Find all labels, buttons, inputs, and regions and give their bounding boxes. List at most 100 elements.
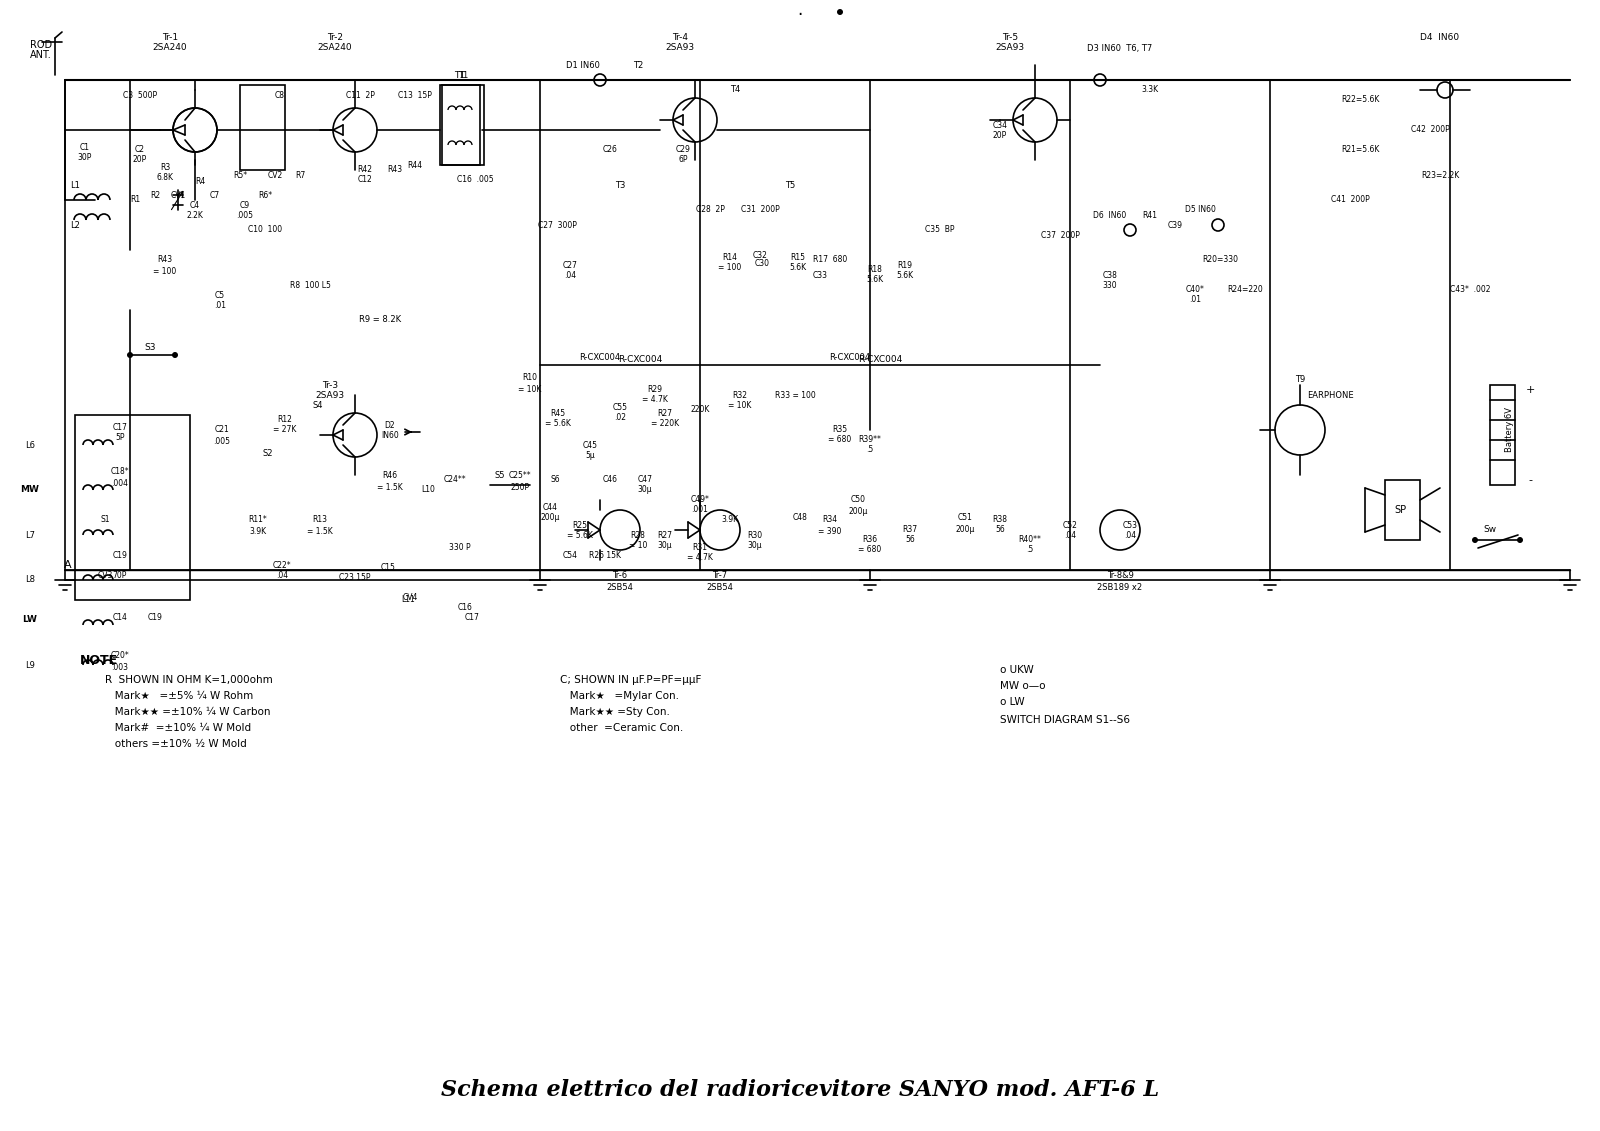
Text: C43*  .002: C43* .002 — [1450, 285, 1490, 294]
Text: T3: T3 — [614, 181, 626, 190]
Text: R27: R27 — [658, 408, 672, 417]
Text: C55: C55 — [613, 404, 627, 413]
Text: R46: R46 — [382, 470, 397, 480]
Text: C32: C32 — [752, 250, 768, 259]
Text: C12: C12 — [358, 175, 373, 184]
Text: C40*: C40* — [1186, 285, 1205, 294]
Text: C20*: C20* — [110, 650, 130, 659]
Text: R37: R37 — [902, 526, 917, 535]
Text: Schema elettrico del radioricevitore SANYO mod. AFT-6 L: Schema elettrico del radioricevitore SAN… — [442, 1079, 1158, 1100]
Circle shape — [173, 352, 178, 359]
Text: .04: .04 — [563, 270, 576, 279]
Text: R-CXC004: R-CXC004 — [858, 355, 902, 364]
Text: C19: C19 — [147, 613, 163, 622]
Text: R39**: R39** — [859, 435, 882, 444]
Text: Tr-4: Tr-4 — [672, 34, 688, 43]
Text: 2SB189 x2: 2SB189 x2 — [1098, 582, 1142, 592]
Text: S2: S2 — [262, 449, 274, 458]
Text: C26: C26 — [603, 146, 618, 155]
Text: C44: C44 — [542, 503, 557, 512]
Text: R-CXC004: R-CXC004 — [579, 354, 621, 363]
Text: C22*: C22* — [272, 561, 291, 570]
Text: C7: C7 — [210, 190, 221, 199]
Bar — [442, 85, 483, 165]
Text: R41: R41 — [1142, 210, 1157, 219]
Text: R44: R44 — [408, 161, 422, 170]
Text: 2.2K: 2.2K — [187, 210, 203, 219]
Text: .005: .005 — [237, 210, 253, 219]
Text: S5: S5 — [494, 470, 506, 480]
Text: EARPHONE: EARPHONE — [1307, 390, 1354, 399]
Text: C29: C29 — [675, 146, 691, 155]
Text: 30P: 30P — [78, 154, 93, 163]
Text: .5: .5 — [866, 446, 874, 455]
Text: NOTE: NOTE — [80, 654, 118, 666]
Text: o LW: o LW — [1000, 697, 1024, 707]
Text: Tr-3: Tr-3 — [322, 380, 338, 389]
Text: C31  200P: C31 200P — [741, 206, 779, 215]
Text: 3.3K: 3.3K — [1141, 86, 1158, 95]
Text: R  SHOWN IN OHM K=1,000ohm: R SHOWN IN OHM K=1,000ohm — [106, 675, 272, 685]
Text: R40**: R40** — [1019, 535, 1042, 544]
Text: C48: C48 — [792, 513, 808, 523]
Bar — [240, 85, 285, 170]
Text: C47: C47 — [637, 475, 653, 484]
Text: Mark★★ =Sty Con.: Mark★★ =Sty Con. — [560, 707, 670, 717]
Text: = 4.7K: = 4.7K — [686, 553, 714, 562]
Text: L1: L1 — [70, 181, 80, 190]
Text: C19: C19 — [112, 551, 128, 560]
Text: T2: T2 — [634, 60, 643, 69]
Text: 5μ: 5μ — [586, 450, 595, 459]
Text: 5P: 5P — [115, 433, 125, 442]
Text: C54: C54 — [563, 551, 578, 560]
Text: 2SA240: 2SA240 — [152, 43, 187, 52]
Text: C4: C4 — [190, 200, 200, 209]
Text: Mark★★ =±10% ¼ W Carbon: Mark★★ =±10% ¼ W Carbon — [106, 707, 270, 717]
Text: L8: L8 — [26, 576, 35, 585]
Text: 56: 56 — [906, 535, 915, 544]
Text: R42: R42 — [357, 165, 373, 174]
Text: C45: C45 — [582, 440, 597, 449]
Text: T1: T1 — [454, 70, 466, 79]
Text: D4  IN60: D4 IN60 — [1421, 34, 1459, 43]
Text: IN60: IN60 — [381, 431, 398, 440]
Text: 20P: 20P — [994, 130, 1006, 139]
Text: ANT.: ANT. — [30, 50, 51, 60]
Text: R29: R29 — [648, 386, 662, 395]
Text: R2: R2 — [150, 190, 160, 199]
Text: R5*: R5* — [234, 171, 246, 180]
Text: D5 IN60: D5 IN60 — [1184, 206, 1216, 215]
Text: C2: C2 — [134, 146, 146, 155]
Text: R19: R19 — [898, 260, 912, 269]
Text: .01: .01 — [214, 301, 226, 310]
Text: .001: .001 — [691, 506, 709, 515]
Text: R21=5.6K: R21=5.6K — [1341, 146, 1379, 155]
Text: C27: C27 — [563, 260, 578, 269]
Text: C49*: C49* — [691, 495, 709, 504]
Text: 200μ: 200μ — [955, 526, 974, 535]
Text: .02: .02 — [614, 414, 626, 423]
Text: D3 IN60  T6, T7: D3 IN60 T6, T7 — [1088, 43, 1152, 52]
Text: C25**: C25** — [509, 470, 531, 480]
Text: R30: R30 — [747, 530, 763, 539]
Text: T1: T1 — [458, 71, 469, 80]
Text: C11  2P: C11 2P — [346, 90, 374, 100]
Text: C27  300P: C27 300P — [538, 221, 576, 230]
Text: +: + — [1525, 385, 1534, 395]
Text: R33 = 100: R33 = 100 — [774, 390, 816, 399]
Text: 56: 56 — [995, 526, 1005, 535]
Text: Battery 6V: Battery 6V — [1506, 407, 1515, 452]
Text: S4: S4 — [312, 400, 323, 409]
Text: C37  200P: C37 200P — [1040, 231, 1080, 240]
Text: C28  2P: C28 2P — [696, 206, 725, 215]
Text: R14: R14 — [723, 253, 738, 262]
Text: 250P: 250P — [510, 483, 530, 492]
Text: C15: C15 — [381, 563, 395, 572]
Text: R13: R13 — [312, 516, 328, 525]
Text: ROD: ROD — [30, 40, 53, 50]
Text: Tr-1: Tr-1 — [162, 34, 178, 43]
Text: C33: C33 — [813, 270, 827, 279]
Text: C5: C5 — [214, 291, 226, 300]
Text: 30μ: 30μ — [658, 541, 672, 550]
Text: SP: SP — [1394, 506, 1406, 515]
